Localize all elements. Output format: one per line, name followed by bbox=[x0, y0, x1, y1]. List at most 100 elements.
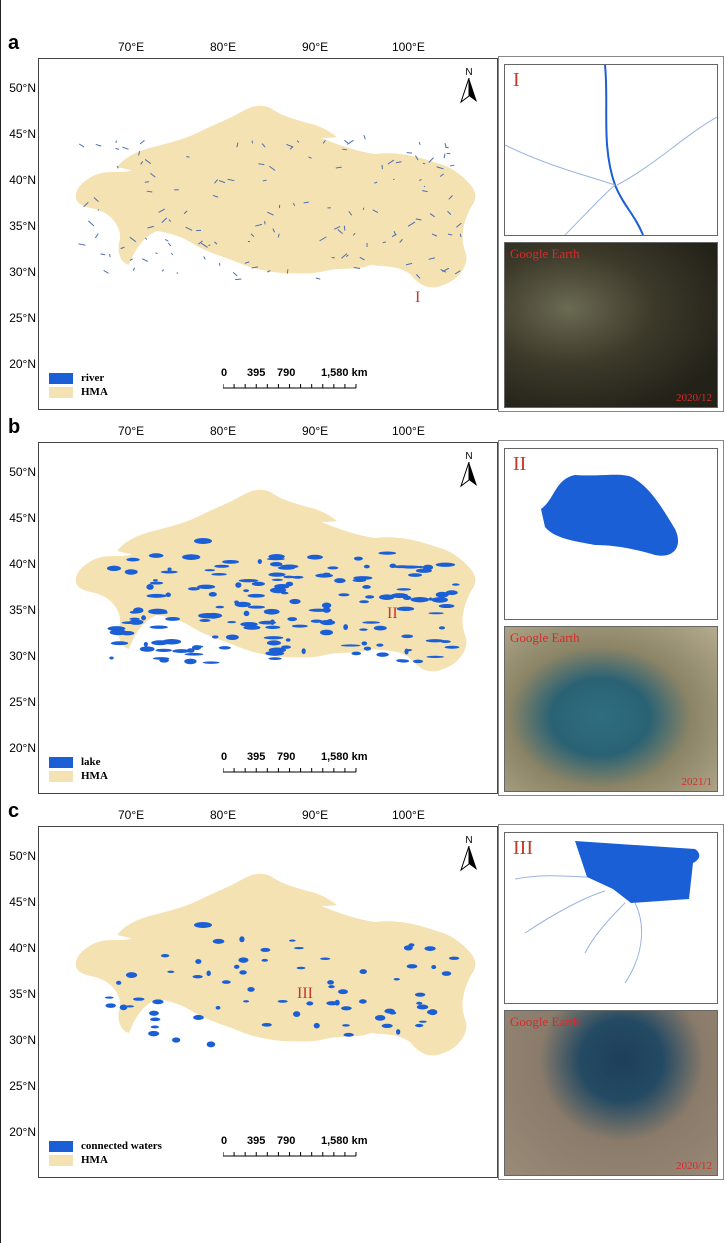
lake-patch bbox=[109, 629, 128, 636]
lake-patch bbox=[283, 575, 295, 579]
river-segment bbox=[345, 254, 349, 257]
lake-patch bbox=[408, 573, 423, 577]
lake-patch bbox=[291, 575, 304, 579]
tianshan-region bbox=[117, 105, 337, 171]
legend-label: HMA bbox=[81, 770, 108, 782]
lake-patch bbox=[139, 646, 155, 652]
lake-patch bbox=[209, 615, 218, 619]
river-segment bbox=[94, 233, 99, 239]
lake-patch bbox=[343, 624, 349, 630]
river-segment bbox=[83, 202, 89, 208]
river-segment bbox=[308, 156, 312, 159]
scale-label: 0 bbox=[221, 1135, 228, 1147]
river-segment bbox=[405, 262, 413, 266]
site-marker-label: III bbox=[297, 985, 313, 1002]
lake-patch bbox=[404, 648, 409, 655]
river-segment bbox=[218, 180, 226, 184]
lake-patch bbox=[146, 583, 154, 590]
lake-patch bbox=[438, 626, 446, 630]
river-segment bbox=[428, 257, 436, 260]
lake-patch bbox=[307, 554, 323, 560]
river-segment bbox=[129, 236, 137, 243]
river-segment bbox=[129, 258, 133, 261]
river-segment bbox=[450, 164, 455, 167]
lake-patch bbox=[159, 657, 169, 663]
lake-patch bbox=[218, 646, 231, 650]
connected-water-patch bbox=[374, 1015, 386, 1021]
site-marker-label: I bbox=[415, 289, 421, 306]
lake-patch bbox=[440, 640, 451, 643]
river-segment bbox=[406, 152, 413, 154]
lake-patch bbox=[110, 641, 129, 646]
tianshan-region bbox=[117, 873, 337, 939]
lake-patch bbox=[285, 638, 291, 642]
lake-patch bbox=[151, 640, 169, 646]
lake-patch bbox=[184, 652, 204, 656]
river-segment bbox=[315, 277, 321, 280]
connected-water-patch bbox=[247, 986, 255, 992]
river-segment bbox=[144, 181, 150, 183]
lake-patch bbox=[301, 648, 306, 655]
hma-region bbox=[75, 898, 476, 1056]
lake-patch bbox=[129, 617, 140, 621]
google-earth-inset: Google Earth 2021/1 bbox=[504, 626, 718, 792]
legend-label: river bbox=[81, 372, 105, 384]
lake-patch bbox=[319, 619, 336, 626]
extraction-svg bbox=[514, 841, 700, 984]
river-segment bbox=[122, 146, 129, 150]
connected-water-patch bbox=[338, 989, 349, 995]
lake-patch bbox=[310, 619, 323, 623]
scale-label: 1,580 km bbox=[321, 1135, 368, 1147]
river-segment bbox=[161, 269, 165, 272]
longitude-label: 100°E bbox=[392, 808, 425, 822]
connected-water-patch bbox=[261, 1023, 272, 1027]
river-segment bbox=[344, 139, 349, 144]
site-marker-label: II bbox=[387, 605, 398, 622]
legend-label: connected waters bbox=[81, 1140, 162, 1152]
lake-patch bbox=[315, 573, 334, 578]
connected-water-patch bbox=[195, 959, 202, 964]
north-arrow-icon bbox=[460, 77, 477, 104]
connected-water-patch bbox=[306, 1001, 314, 1006]
river-segment bbox=[439, 173, 445, 177]
lake-patch bbox=[165, 592, 171, 598]
river-segment bbox=[132, 267, 136, 271]
river-segment bbox=[444, 142, 447, 148]
connected-water-patch bbox=[418, 1020, 427, 1023]
connected-water-patch bbox=[415, 1023, 424, 1028]
connected-water-patch bbox=[341, 1006, 352, 1011]
longitude-label: 100°E bbox=[392, 40, 425, 54]
river-segment bbox=[158, 208, 165, 213]
hma-region bbox=[75, 130, 476, 288]
lake-patch bbox=[365, 595, 375, 599]
lake-patch bbox=[240, 622, 258, 627]
lake-patch bbox=[321, 602, 332, 609]
lake-balkhash-patch bbox=[194, 538, 212, 544]
lake-patch bbox=[225, 634, 239, 641]
river-segment bbox=[141, 258, 149, 262]
river-segment bbox=[78, 243, 86, 246]
lake-patch bbox=[396, 588, 412, 591]
lake-patch bbox=[287, 617, 298, 622]
river-segment bbox=[116, 165, 119, 169]
lake-patch bbox=[129, 610, 140, 614]
river-segment bbox=[422, 190, 428, 193]
river-segment bbox=[147, 225, 154, 229]
river-segment bbox=[167, 242, 172, 247]
legend-entry: HMA bbox=[49, 385, 108, 399]
connected-water-patch bbox=[239, 936, 245, 943]
lake-patch bbox=[445, 590, 458, 596]
legend-label: HMA bbox=[81, 1154, 108, 1166]
scale-bar-line bbox=[223, 384, 357, 389]
lake-patch bbox=[187, 587, 200, 591]
longitude-label: 80°E bbox=[210, 424, 237, 438]
connected-water-patch bbox=[116, 980, 122, 985]
river-segment bbox=[442, 267, 450, 273]
latitude-label: 20°N bbox=[9, 741, 36, 755]
river-segment bbox=[261, 143, 266, 148]
lake-patch bbox=[222, 560, 240, 564]
latitude-label: 45°N bbox=[9, 127, 36, 141]
north-arrow: N bbox=[459, 451, 479, 491]
lake-patch bbox=[257, 559, 262, 564]
lake-patch bbox=[362, 621, 381, 624]
